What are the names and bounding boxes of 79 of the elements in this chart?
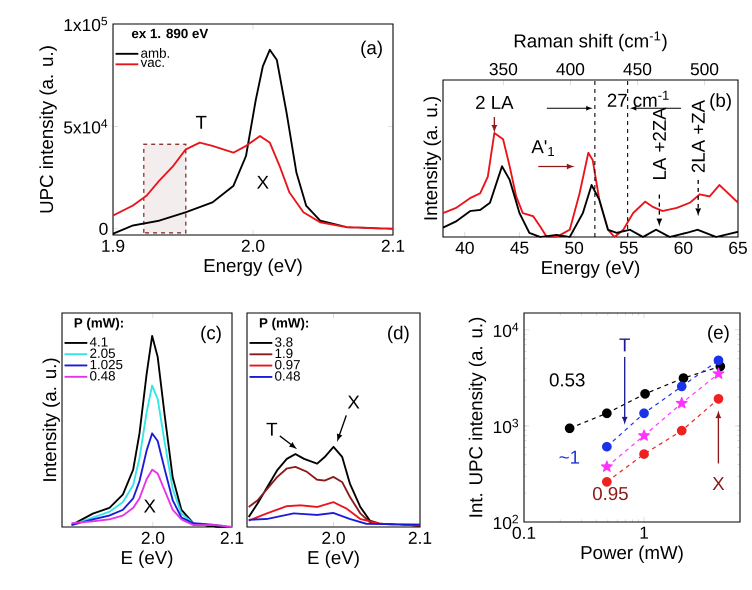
annotation: 2LA +ZA <box>692 100 705 172</box>
legend-title: P (mW): <box>260 318 308 330</box>
x-tick-label: 1 <box>640 526 648 539</box>
y-axis-title: Intensity (a. u.) <box>42 358 60 481</box>
y-axis-title: Int. UPC intensity (a. u.) <box>468 318 486 517</box>
point <box>602 442 612 452</box>
x-tick-label: 2.0 <box>142 532 164 544</box>
legend-label: 4.1 <box>90 337 108 347</box>
x-axis-title: Energy (eV) <box>542 260 640 278</box>
y-tick-label: 10$^{3}$ <box>494 418 518 434</box>
y-tick-label: 0 <box>99 222 108 235</box>
legend-label: 0.97 <box>275 360 300 370</box>
x2-axis-title: Raman shift (cm$^{-1}$) <box>514 31 667 52</box>
legend-label: 1.025 <box>90 360 122 370</box>
x-tick-label: 55 <box>620 242 638 254</box>
point <box>676 397 688 408</box>
point <box>639 408 649 418</box>
x-axis-title: E (eV) <box>308 550 359 568</box>
legend-label: 3.8 <box>275 337 293 347</box>
legend-label: 0.48 <box>275 371 300 381</box>
y-tick-label: 1x10$^{5}$ <box>64 16 108 32</box>
x-axis-title: Energy (eV) <box>204 258 302 276</box>
x2-tick-label: 450 <box>623 63 652 76</box>
annotation: T <box>266 422 278 436</box>
annotation: X <box>348 396 360 408</box>
x-tick-label: 2.1 <box>220 532 244 544</box>
point <box>639 449 649 459</box>
y-tick-label: 5x10$^{4}$ <box>64 119 108 134</box>
legend-label: 0.48 <box>90 371 115 381</box>
text: 27 cm$^{-1}$ <box>608 90 669 107</box>
x-tick-label: 45 <box>510 242 528 254</box>
point <box>676 382 687 392</box>
y-tick-label: 10$^{4}$ <box>494 322 518 338</box>
point <box>714 355 724 366</box>
x-tick-label: 2.1 <box>408 532 432 544</box>
x-tick-label: 2.1 <box>382 240 404 252</box>
point <box>712 368 724 379</box>
legend-label: 1.9 <box>276 348 292 358</box>
legend-label: 2.05 <box>90 348 115 358</box>
x-tick-label: 1.9 <box>102 240 124 252</box>
x-axis-title: Power (mW) <box>582 545 683 563</box>
point <box>714 394 724 404</box>
annotation: (e) <box>708 325 729 343</box>
annotation: X <box>257 176 269 189</box>
annotation: 0.53 <box>550 373 585 386</box>
annotation: T <box>196 116 206 129</box>
annotation: 2 LA <box>476 96 514 109</box>
x-tick-label: 50 <box>565 242 584 254</box>
line-series <box>112 135 394 230</box>
annotation: LA +2ZA <box>652 107 666 179</box>
point <box>638 429 650 441</box>
x-tick-label: 65 <box>729 242 747 254</box>
x2-tick-label: 350 <box>490 63 518 76</box>
text: (d) <box>388 326 409 344</box>
text: (b) <box>710 93 731 111</box>
legend-label: vac. <box>140 60 164 67</box>
x-tick-label: 60 <box>674 242 692 254</box>
annotation: (a) <box>361 40 382 58</box>
x2-tick-label: 500 <box>690 63 718 76</box>
point <box>600 460 613 472</box>
legend-label: amb. <box>141 48 169 58</box>
annotation: X <box>144 500 156 512</box>
x-tick-label: 2.0 <box>242 240 264 252</box>
annotation: A'$_{1}$ <box>531 140 554 156</box>
point <box>676 426 687 436</box>
x-tick-label: 40 <box>456 242 474 254</box>
y-axis-title: Intensity (a. u.) <box>424 97 441 220</box>
x-tick-label: 2.0 <box>322 532 345 544</box>
annotation: T <box>619 338 630 352</box>
x2-tick-label: 400 <box>556 63 584 76</box>
annotation: ~1 <box>560 450 580 464</box>
point <box>602 476 612 487</box>
annotation: 0.95 <box>592 486 628 500</box>
x-axis-title: E (eV) <box>122 550 172 568</box>
annotation: (c) <box>201 326 221 344</box>
legend-title: ex 1. 890 eV <box>132 28 208 38</box>
legend-title: P (mW): <box>74 318 123 330</box>
annotation: X <box>712 477 724 490</box>
y-axis-title: UPC intensity (a. u.) <box>39 46 57 212</box>
